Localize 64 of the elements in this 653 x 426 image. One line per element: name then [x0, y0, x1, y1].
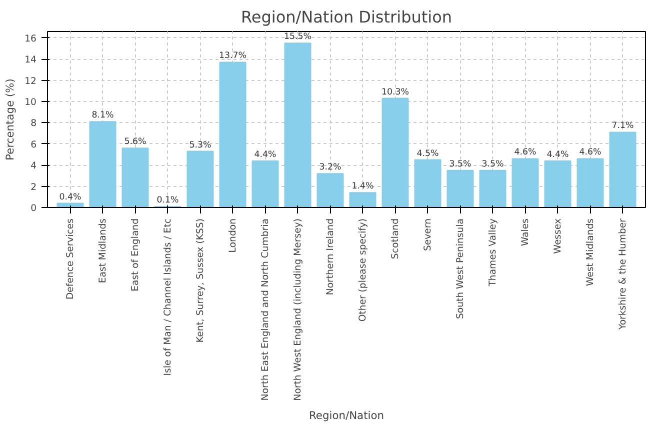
bar [512, 158, 539, 208]
x-tick-label: Defence Services [64, 218, 76, 300]
data-label: 4.5% [416, 148, 439, 159]
x-tick-label: Northern Ireland [324, 218, 336, 296]
y-tick-label: 8 [30, 118, 37, 130]
data-label: 4.4% [546, 150, 569, 160]
y-tick-label: 6 [30, 139, 37, 150]
x-axis-title: Region/Nation [309, 408, 384, 422]
bar [446, 170, 474, 208]
x-tick-label: Yorkshire & the Humber [617, 218, 628, 331]
bar [186, 150, 214, 208]
x-tick-label: Other (please specify) [357, 218, 368, 322]
x-tick-label: Scotland [390, 218, 401, 260]
data-label: 3.5% [449, 159, 472, 170]
y-axis-title: Percentage (%) [4, 78, 17, 160]
x-tick-label: Severn [422, 218, 434, 252]
bar [316, 173, 344, 208]
x-tick-label: Isle of Man / Channel Islands / Etc [162, 218, 174, 376]
data-label: 4.6% [514, 148, 536, 158]
data-label: 4.6% [579, 148, 602, 158]
data-label: 5.3% [189, 140, 212, 150]
bar [219, 62, 246, 208]
x-tick-label: Wales [520, 218, 531, 246]
y-tick-label: 10 [24, 96, 37, 108]
data-label: 3.2% [319, 162, 342, 173]
data-label: 0.4% [59, 192, 82, 202]
x-tick-label: North East England and North Cumbria [260, 218, 271, 401]
bar [414, 159, 442, 208]
data-label: 8.1% [92, 110, 114, 121]
x-tick-label: Kent, Surrey, Sussex (KSS) [194, 218, 206, 343]
data-label: 1.4% [352, 182, 374, 192]
y-tick-label: 14 [24, 54, 37, 66]
x-tick-label: North West England (including Mersey) [292, 218, 304, 401]
bar [576, 158, 604, 208]
x-tick-label: London [227, 218, 238, 253]
bar [382, 98, 409, 208]
bar [89, 121, 116, 208]
x-tick-label: South West Peninsula [454, 218, 466, 319]
bar [122, 148, 149, 208]
bar [544, 160, 572, 208]
data-label: 7.1% [612, 121, 634, 132]
data-label: 13.7% [219, 51, 246, 62]
bar [609, 132, 636, 208]
data-label: 4.4% [254, 150, 276, 160]
bar [252, 160, 279, 208]
data-label: 0.1% [156, 195, 179, 206]
y-tick-label: 0 [30, 203, 37, 214]
bar [284, 42, 312, 208]
x-tick-label: East Midlands [97, 218, 108, 284]
y-tick-label: 2 [30, 182, 37, 193]
data-label: 5.6% [124, 137, 146, 148]
data-label: 15.5% [284, 32, 312, 42]
bar [479, 170, 506, 208]
bar [349, 192, 376, 208]
x-tick-label: Wessex [552, 218, 564, 254]
y-tick-label: 16 [24, 33, 37, 44]
data-label: 10.3% [382, 87, 409, 98]
chart-title: Region/Nation Distribution [240, 8, 452, 26]
data-label: 3.5% [482, 159, 504, 170]
y-tick-label: 4 [30, 160, 37, 172]
y-tick-label: 12 [24, 76, 37, 87]
x-tick-label: West Midlands [584, 218, 596, 286]
x-tick-label: Thames Valley [487, 218, 498, 288]
x-tick-label: East of England [130, 218, 141, 292]
